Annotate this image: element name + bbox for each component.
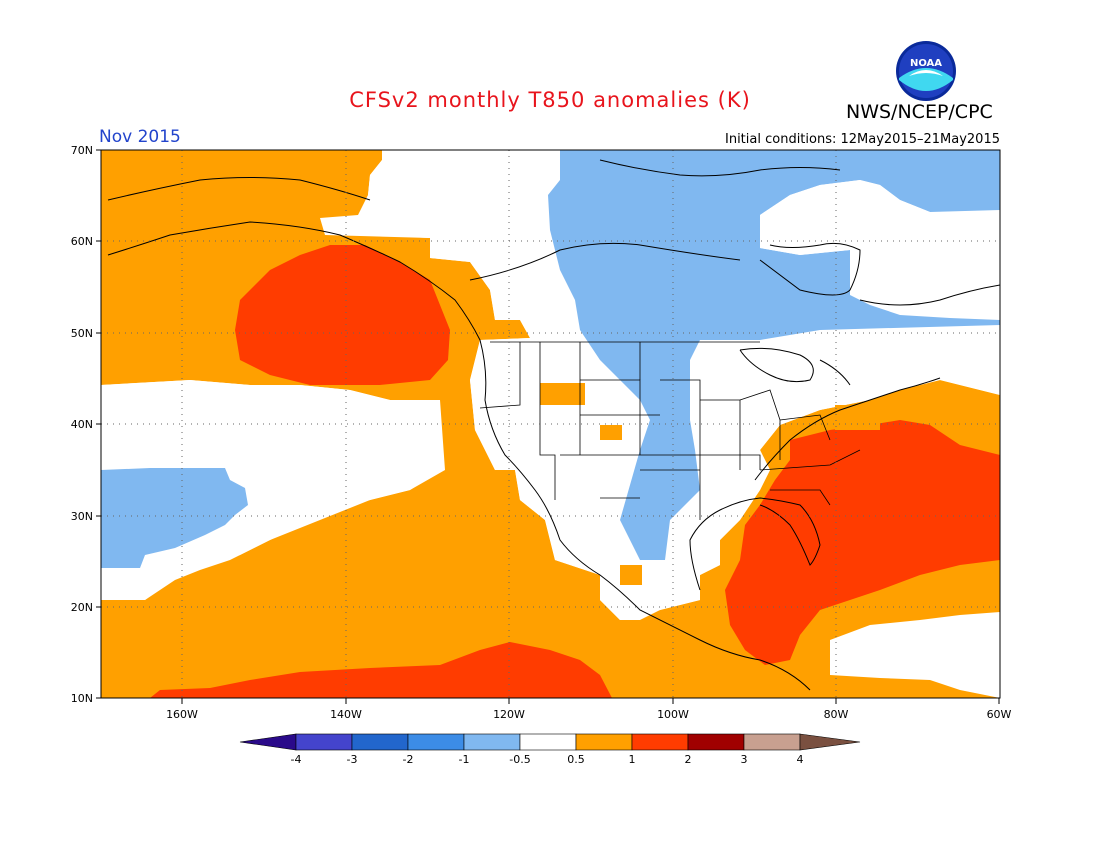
colorbar-label: 1 [629, 753, 636, 766]
colorbar-swatch [631, 733, 689, 751]
colorbar [239, 733, 861, 751]
colorbar-swatch [519, 733, 577, 751]
colorbar-swatch [463, 733, 521, 751]
anomaly-region-orange-patch-4 [835, 405, 880, 430]
colorbar-swatch [239, 733, 297, 751]
anomaly-region-neutral-pacific [101, 380, 445, 600]
lat-tick-label: 40N [71, 418, 93, 431]
svg-text:NOAA: NOAA [910, 58, 942, 69]
lat-tick-label: 60N [71, 235, 93, 248]
colorbar-label: 4 [797, 753, 804, 766]
lat-tick-label: 20N [71, 601, 93, 614]
colorbar-label: -0.5 [509, 753, 530, 766]
lat-tick-label: 10N [71, 692, 93, 705]
colorbar-label: -3 [347, 753, 358, 766]
colorbar-label: -4 [291, 753, 302, 766]
chart-title: CFSv2 monthly T850 anomalies (K) [349, 88, 751, 112]
organization-label: NWS/NCEP/CPC [846, 101, 993, 123]
anomaly-region-orange-patch-2 [600, 425, 622, 440]
graticule [101, 150, 1000, 698]
anomaly-region-red-southeast [725, 420, 1000, 665]
colorbar-label: -2 [403, 753, 414, 766]
anomaly-region-orange-patch-3 [620, 565, 642, 585]
colorbar-swatch [687, 733, 745, 751]
lat-tick-label: 70N [71, 144, 93, 157]
anomaly-region-neutral-caribbean [830, 612, 1000, 698]
anomaly-region-blue-canada [548, 150, 1000, 560]
anomaly-field [101, 150, 1000, 698]
lon-tick-label: 60W [987, 708, 1012, 721]
lon-tick-label: 140W [330, 708, 362, 721]
colorbar-swatch [351, 733, 409, 751]
colorbar-swatch [575, 733, 633, 751]
lon-tick-label: 80W [824, 708, 849, 721]
colorbar-label: -1 [459, 753, 470, 766]
state-borders [479, 341, 861, 520]
colorbar-label: 3 [741, 753, 748, 766]
lon-tick-label: 120W [493, 708, 525, 721]
lon-tick-label: 160W [166, 708, 198, 721]
colorbar-labels: -4 -3 -2 -1 -0.5 0.5 1 2 3 4 [291, 753, 804, 766]
anomaly-region-neutral-hudson [760, 180, 930, 255]
colorbar-swatch [743, 733, 801, 751]
lat-tick-label: 50N [71, 327, 93, 340]
noaa-logo: NOAA [896, 41, 956, 101]
colorbar-label: 0.5 [567, 753, 585, 766]
anomaly-region-red-tropical [150, 642, 612, 698]
colorbar-swatch [407, 733, 465, 751]
anomaly-region-blue-pacific [101, 468, 248, 568]
lon-axis: 160W 140W 120W 100W 80W 60W [166, 698, 1012, 721]
anomaly-region-orange-patch-1 [540, 383, 585, 405]
colorbar-swatch [295, 733, 353, 751]
anomaly-region-red-nepacific [235, 245, 450, 385]
valid-month-label: Nov 2015 [99, 127, 181, 147]
lon-tick-label: 100W [657, 708, 689, 721]
lat-axis: 70N 60N 50N 40N 30N 20N 10N [71, 144, 101, 705]
lat-tick-label: 30N [71, 510, 93, 523]
colorbar-swatch [799, 733, 861, 751]
initial-conditions-label: Initial conditions: 12May2015–21May2015 [725, 132, 1000, 147]
colorbar-label: 2 [685, 753, 692, 766]
